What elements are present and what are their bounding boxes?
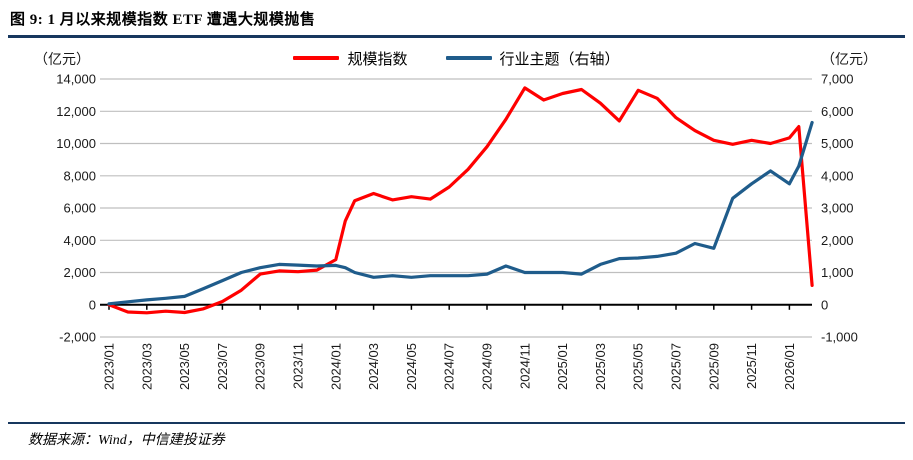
footer-block: 数据来源：Wind，中信建投证券 xyxy=(8,422,905,449)
x-axis-tick-label: 2025/05 xyxy=(631,343,646,390)
left-axis-tick-label: 2,000 xyxy=(63,265,96,280)
legend-swatch-scale-index xyxy=(293,56,340,60)
left-axis-tick-label: 4,000 xyxy=(63,233,96,248)
x-axis-tick-label: 2023/07 xyxy=(215,343,230,390)
x-axis-tick-label: 2023/01 xyxy=(102,343,117,390)
legend: （亿元） 规模指数 行业主题（右轴） （亿元） xyxy=(0,46,913,70)
right-axis-tick-label: 5,000 xyxy=(821,136,854,151)
left-axis-tick-label: 12,000 xyxy=(56,104,96,119)
series-line-industry-theme xyxy=(107,120,814,306)
x-axis-tick-label: 2023/11 xyxy=(291,343,306,389)
x-axis-tick-label: 2025/03 xyxy=(593,343,608,390)
legend-swatch-industry-theme xyxy=(445,56,492,60)
x-axis-tick-label: 2023/05 xyxy=(177,343,192,390)
legend-item-industry-theme: 行业主题（右轴） xyxy=(445,48,620,69)
title-block: 图 9: 1 月以来规模指数 ETF 遭遇大规模抛售 xyxy=(8,0,905,38)
right-axis-tick-label: 3,000 xyxy=(821,201,854,216)
x-axis-tick-label: 2024/07 xyxy=(442,343,457,390)
figure-title: 图 9: 1 月以来规模指数 ETF 遭遇大规模抛售 xyxy=(10,12,316,28)
legend-label-industry-theme: 行业主题（右轴） xyxy=(499,51,620,68)
right-axis-tick-label: 1,000 xyxy=(821,265,854,280)
legend-item-scale-index: 规模指数 xyxy=(293,48,408,69)
left-axis-tick-label: 6,000 xyxy=(63,201,96,216)
source-note: 数据来源：Wind，中信建投证券 xyxy=(28,433,225,448)
x-axis-tick-labels: 2023/01 2023/03 2023/05 2023/07 2023/09 2023/… xyxy=(102,343,797,390)
x-axis-tick-label: 2025/11 xyxy=(744,343,759,389)
y-axis-tick-labels: 14,000 7,000 12,000 6,000 10,000 5,000 8,000 4,… xyxy=(56,72,858,345)
x-axis-tick-label: 2024/03 xyxy=(366,343,381,390)
left-axis-unit-label: （亿元） xyxy=(34,53,90,68)
series-line-scale-index xyxy=(107,86,814,315)
right-axis-tick-label: 2,000 xyxy=(821,233,854,248)
x-axis-tick-label: 2025/07 xyxy=(669,343,684,390)
x-axis-tick-label: 2024/05 xyxy=(404,343,419,390)
right-axis-tick-label: 0 xyxy=(821,297,828,312)
right-axis-tick-label: 6,000 xyxy=(821,104,854,119)
report-figure: 图 9: 1 月以来规模指数 ETF 遭遇大规模抛售 （亿元） 规模指数 行业主… xyxy=(8,0,905,449)
line-chart: 14,000 7,000 12,000 6,000 10,000 5,000 8,000 4,… xyxy=(0,70,913,416)
x-axis-tick-label: 2026/01 xyxy=(782,343,797,390)
gridlines xyxy=(100,78,812,338)
left-axis-tick-label: 8,000 xyxy=(63,168,96,183)
x-axis-tick-label: 2023/03 xyxy=(139,343,154,390)
right-axis-tick-label: -1,000 xyxy=(821,330,858,345)
x-axis-tick-label: 2024/01 xyxy=(328,343,343,390)
legend-label-scale-index: 规模指数 xyxy=(347,51,408,68)
x-axis-tick-label: 2025/01 xyxy=(555,343,570,390)
left-axis-tick-label: 10,000 xyxy=(56,136,96,151)
line-chart-svg: 14,000 7,000 12,000 6,000 10,000 5,000 8,000 4,… xyxy=(56,72,858,391)
x-axis-tick-label: 2024/11 xyxy=(517,343,532,389)
right-axis-tick-label: 4,000 xyxy=(821,168,854,183)
x-axis-tick-label: 2025/09 xyxy=(706,343,721,390)
left-axis-tick-label: -2,000 xyxy=(59,330,96,345)
x-axis xyxy=(100,303,812,310)
right-axis-tick-label: 7,000 xyxy=(821,72,854,87)
x-axis-tick-label: 2024/09 xyxy=(480,343,495,390)
left-axis-tick-label: 14,000 xyxy=(56,72,96,87)
left-axis-tick-label: 0 xyxy=(89,297,96,312)
right-axis-unit-label: （亿元） xyxy=(821,53,877,68)
x-axis-tick-label: 2023/09 xyxy=(253,343,268,390)
